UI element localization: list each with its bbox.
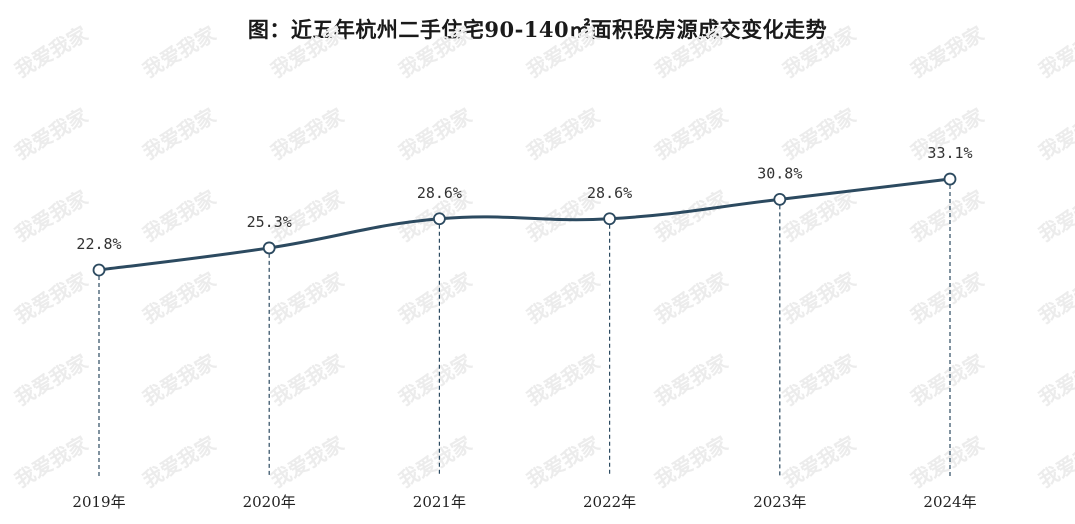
watermark-text: 我爱我家 [523,21,605,82]
watermark-text: 我爱我家 [523,103,605,164]
drop-lines [98,185,951,476]
watermark-text: 我爱我家 [267,103,349,164]
watermark-text: 我爱我家 [779,21,861,82]
x-tick-label-2: 2021年 [413,493,466,511]
watermark-text: 我爱我家 [651,349,733,410]
watermark-text: 我爱我家 [11,349,93,410]
watermark-text: 我爱我家 [395,21,477,82]
watermark-text: 我爱我家 [11,103,93,164]
watermark-text: 我爱我家 [907,185,989,246]
x-tick-label-1: 2020年 [243,493,296,511]
data-label-2: 28.6% [417,184,462,202]
data-label-5: 33.1% [927,144,972,162]
watermark-text: 我爱我家 [1035,185,1075,246]
chart-title: 图：近五年杭州二手住宅90-140㎡面积段房源成交变化走势 [247,17,828,42]
watermark-text: 我爱我家 [651,431,733,492]
watermark-text: 我爱我家 [651,267,733,328]
watermark-text: 我爱我家 [907,21,989,82]
watermark-text: 我爱我家 [395,267,477,328]
data-points [92,172,957,277]
watermark-text: 我爱我家 [523,349,605,410]
series-line [98,177,951,272]
watermark-text: 我爱我家 [779,103,861,164]
watermark-text: 我爱我家 [267,349,349,410]
watermark-text: 我爱我家 [651,103,733,164]
watermark-text: 我爱我家 [779,267,861,328]
watermark-text: 我爱我家 [907,349,989,410]
watermark-text: 我爱我家 [395,431,477,492]
x-tick-label-3: 2022年 [583,493,636,511]
watermark-text: 我爱我家 [1035,349,1075,410]
watermark-layer: 我爱我家 我爱我家 我爱我家 我爱我家 我爱我家 我爱我家 我爱我家 我爱我家 我爱我家我爱我家… [11,21,1075,492]
watermark-text: 我爱我家 [139,431,221,492]
x-tick-label-5: 2024年 [923,493,976,511]
watermark-text: 我爱我家 [523,431,605,492]
data-label-1: 25.3% [247,213,292,231]
watermark-text: 我爱我家 [907,267,989,328]
watermark-text: 我爱我家 [395,349,477,410]
watermark-text: 我爱我家 [139,103,221,164]
watermark-text: 我爱我家 [11,21,93,82]
watermark-text: 我爱我家 [779,349,861,410]
watermark-text: 我爱我家 [139,349,221,410]
data-point-1 [262,241,276,255]
data-label-4: 30.8% [757,164,802,182]
watermark-text: 我爱我家 [395,103,477,164]
watermark-text: 我爱我家 [267,431,349,492]
watermark-text: 我爱我家 [267,267,349,328]
watermark-text: 我爱我家 [523,267,605,328]
watermark-text: 我爱我家 [11,431,93,492]
watermark-text: 我爱我家 [651,21,733,82]
data-label-0: 22.8% [76,235,121,253]
watermark-text: 我爱我家 [779,431,861,492]
x-axis-tick-labels: 2019年 2020年 2021年 2022年 2023年 2024年 [72,493,976,511]
data-label-3: 28.6% [587,184,632,202]
watermark-text: 我爱我家 [139,185,221,246]
watermark-text: 我爱我家 [139,21,221,82]
watermark-text: 我爱我家 [1035,431,1075,492]
watermark-text: 我爱我家 [139,267,221,328]
x-tick-label-0: 2019年 [72,493,125,511]
data-point-0 [92,263,106,277]
x-tick-label-4: 2023年 [753,493,806,511]
watermark-text: 我爱我家 [1035,21,1075,82]
watermark-text: 我爱我家 [11,267,93,328]
watermark-text: 我爱我家 [267,21,349,82]
data-point-3 [603,212,616,226]
watermark-text: 我爱我家 [1035,267,1075,328]
data-labels: 22.8% 25.3% 28.6% 28.6% 30.8% 33.1% [76,144,972,253]
data-point-4 [773,192,787,206]
watermark-text: 我爱我家 [907,431,989,492]
data-point-5 [943,172,957,186]
data-point-2 [432,212,446,226]
watermark-text: 我爱我家 [1035,103,1075,164]
